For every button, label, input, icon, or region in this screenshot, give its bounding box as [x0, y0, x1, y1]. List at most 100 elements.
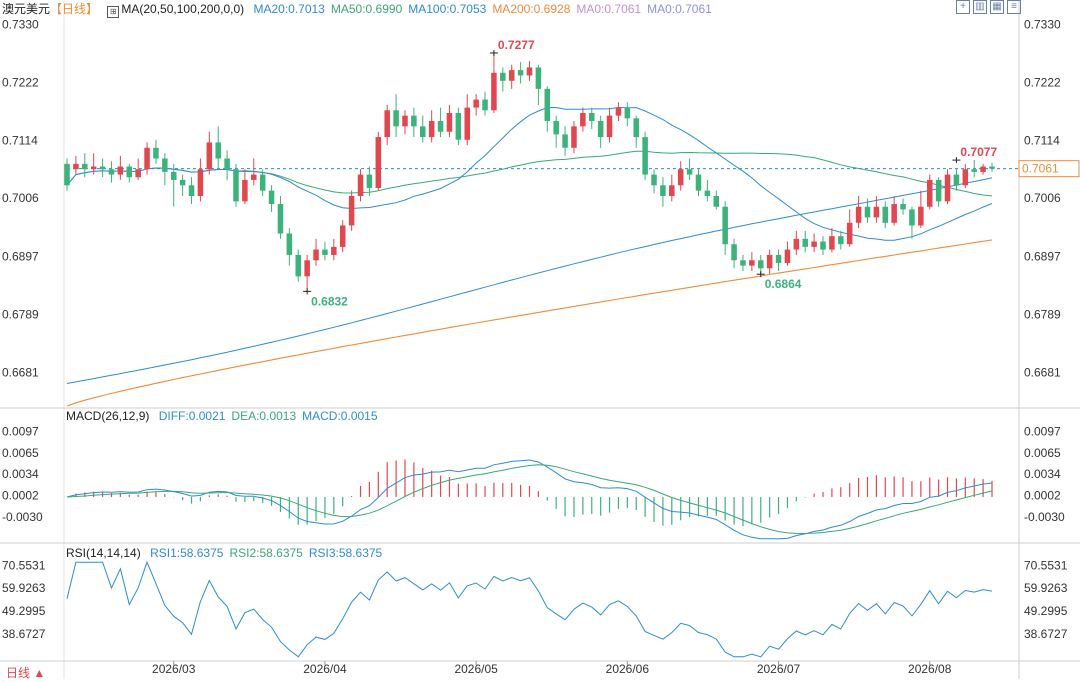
- candle-body: [90, 166, 97, 170]
- toolbar: + ▥ ▦ ≡: [956, 0, 1021, 14]
- candle-body: [953, 174, 960, 186]
- y-tick-right: 0.7222: [1024, 75, 1061, 89]
- y-tick-right: 0.7114: [1024, 133, 1060, 147]
- rsi-y-tick-left: 38.6727: [2, 627, 46, 641]
- macd-y-tick-left: 0.0065: [2, 446, 39, 460]
- ma-indicator-icon[interactable]: ⊞: [107, 6, 120, 18]
- candle-body: [144, 147, 150, 170]
- candle-body: [686, 169, 693, 175]
- candle-body: [642, 137, 648, 175]
- x-tick-label: 2026/06: [606, 662, 650, 676]
- candle-body: [464, 107, 470, 140]
- candle-body: [757, 260, 764, 269]
- candle-body: [242, 179, 248, 202]
- macd-y-tick-left: -0.0030: [2, 510, 43, 524]
- candle-body: [117, 166, 124, 175]
- y-tick-left: 0.7114: [2, 133, 38, 147]
- candle-body: [846, 222, 853, 245]
- candle-body: [322, 249, 328, 255]
- x-tick-label: 2026/07: [757, 662, 801, 676]
- candle-body: [348, 196, 355, 226]
- candle-body: [731, 244, 737, 261]
- rsi-y-tick-right: 70.5531: [1024, 558, 1068, 572]
- candle-body: [900, 204, 906, 210]
- candle-body: [259, 174, 266, 191]
- header-value: DEA:0.0013: [231, 409, 297, 423]
- period-tab[interactable]: 【日线】: [50, 2, 99, 16]
- header-value: RSI1:58.6375: [150, 546, 224, 560]
- rsi-y-tick-left: 70.5531: [2, 558, 46, 572]
- candle-body: [517, 70, 524, 76]
- candle-body: [428, 121, 435, 138]
- candle-body: [677, 169, 684, 186]
- candle-body: [989, 166, 995, 169]
- candle-body: [153, 147, 159, 159]
- y-tick-left: 0.6897: [2, 250, 39, 264]
- candle-body: [473, 99, 479, 108]
- crosshair-icon[interactable]: +: [956, 0, 970, 14]
- candle-body: [571, 126, 577, 148]
- y-tick-left: 0.7222: [2, 75, 39, 89]
- candle-body: [624, 107, 631, 119]
- y-tick-left: 0.7006: [2, 191, 39, 205]
- rsi-y-tick-right: 49.2995: [1024, 604, 1068, 618]
- macd-y-tick-right: -0.0030: [1024, 510, 1065, 524]
- candle-body: [704, 190, 711, 196]
- indicator-icon[interactable]: ▦: [990, 0, 1004, 14]
- candle-body: [64, 163, 70, 186]
- candle-body: [375, 137, 382, 188]
- candle-body: [197, 169, 204, 196]
- header-value: MA50:0.6990: [330, 2, 403, 16]
- candle-body: [482, 99, 488, 111]
- candle-body: [188, 185, 195, 196]
- header-value: MA100:0.7053: [408, 2, 487, 16]
- macd-y-tick-right: 0.0065: [1024, 446, 1061, 460]
- candle-body: [446, 112, 453, 132]
- extreme-label: 0.7277: [498, 38, 535, 52]
- macd-y-tick-left: 0.0034: [2, 467, 39, 481]
- y-tick-left: 0.6681: [2, 365, 39, 379]
- x-tick-label: 2026/08: [908, 662, 952, 676]
- candle-body: [286, 233, 293, 255]
- rsi-header-items: RSI1:58.6375 RSI2:58.6375 RSI3:58.6375: [144, 546, 382, 560]
- rsi-header-label: RSI(14,14,14): [66, 546, 141, 560]
- rsi-line: [66, 560, 993, 658]
- candle-body: [766, 254, 773, 269]
- header-value: MACD:0.0015: [302, 409, 378, 423]
- candle-body: [606, 115, 613, 138]
- x-tick-label: 2026/03: [152, 662, 196, 676]
- period-footer[interactable]: 日线 ▲: [6, 666, 46, 680]
- candle-body: [633, 118, 639, 138]
- y-tick-right: 0.7330: [1024, 18, 1061, 32]
- settings-icon[interactable]: ≡: [1007, 0, 1021, 14]
- y-tick-left: 0.7330: [2, 18, 39, 32]
- candle-body: [855, 206, 862, 223]
- candle-body: [615, 107, 622, 116]
- ma-header-items: MA20:0.7013 MA50:0.6990 MA100:0.7053 MA200:…: [247, 2, 711, 16]
- macd-header-label: MACD(26,12,9): [66, 409, 150, 423]
- layout-icon[interactable]: ▥: [973, 0, 987, 14]
- header-value: MA20:0.7013: [253, 2, 325, 16]
- candle-body: [544, 88, 551, 121]
- candle-body: [971, 169, 977, 172]
- candle-body: [802, 238, 808, 247]
- candle-body: [838, 236, 844, 245]
- candle-body: [873, 206, 880, 218]
- y-tick-left: 0.6789: [2, 307, 39, 321]
- macd-y-tick-right: 0.0097: [1024, 425, 1061, 439]
- header-value: MA0:0.7061: [576, 2, 642, 16]
- header-value: MA200:0.6928: [492, 2, 571, 16]
- macd-header: MACD(26,12,9) DIFF:0.0021 DEA:0.0013 MACD:…: [66, 409, 378, 423]
- x-tick-label: 2026/04: [303, 662, 347, 676]
- candle-body: [402, 115, 408, 127]
- candle-body: [437, 121, 444, 132]
- candle-body: [926, 179, 933, 207]
- header-value: DIFF:0.0021: [158, 409, 226, 423]
- candle-body: [535, 67, 542, 89]
- candle-body: [909, 209, 915, 226]
- instrument-title[interactable]: 澳元美元: [2, 2, 51, 16]
- candle-body: [126, 166, 133, 178]
- candle-body: [108, 169, 115, 175]
- candle-body: [775, 254, 782, 263]
